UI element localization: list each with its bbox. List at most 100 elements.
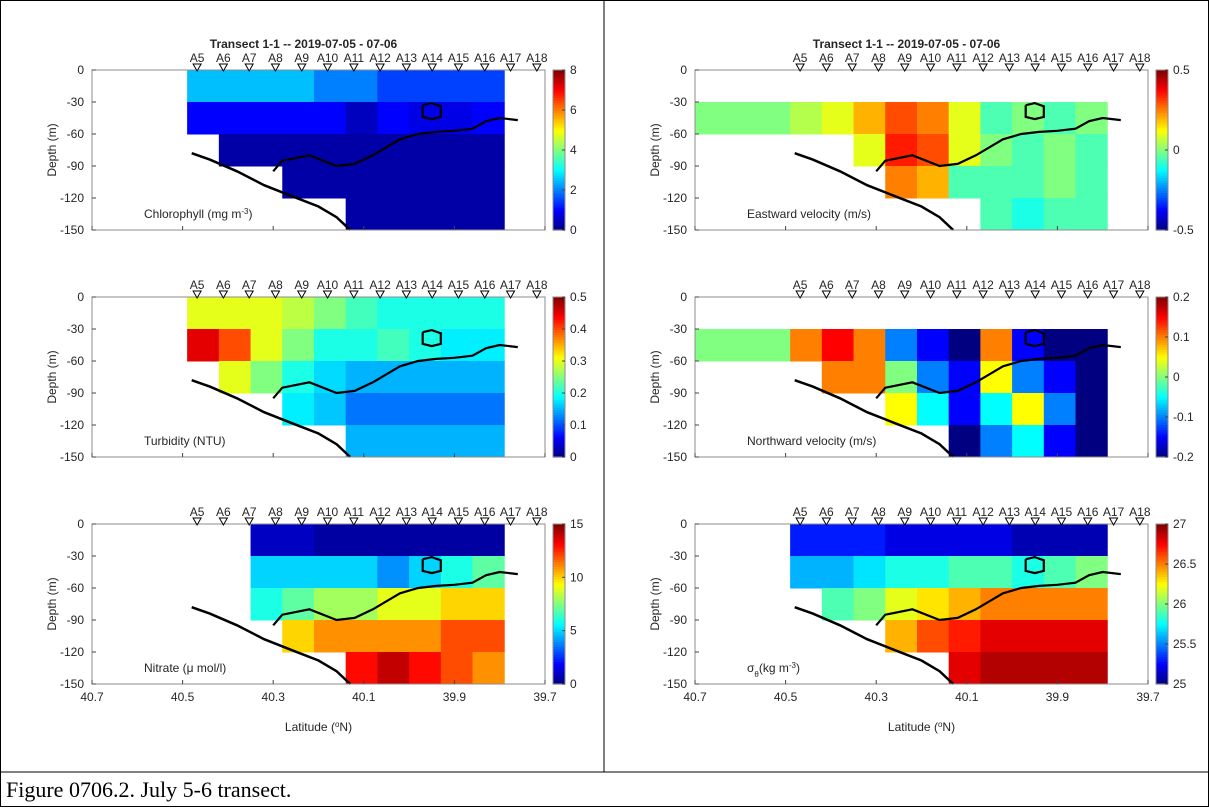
heatmap-cell <box>821 588 855 621</box>
heatmap-cell <box>472 652 505 685</box>
y-tick-label: -120 <box>663 645 687 659</box>
colorbar-band <box>1156 115 1168 119</box>
colorbar-band <box>553 644 565 648</box>
station-marker <box>951 290 962 300</box>
station-marker <box>951 63 962 73</box>
colorbar-tick-label: 4 <box>570 143 577 157</box>
colorbar-band <box>553 594 565 598</box>
colorbar-band <box>1156 596 1168 600</box>
heatmap-cell <box>377 524 410 557</box>
colorbar-band <box>553 626 565 630</box>
colorbar-band <box>1156 407 1168 411</box>
colorbar-band <box>1156 195 1168 199</box>
heatmap-cell <box>1043 425 1077 458</box>
colorbar-band <box>1156 369 1168 373</box>
colorbar-band <box>1156 120 1168 124</box>
bathymetry-line <box>794 606 955 685</box>
y-tick-label: -120 <box>60 191 84 205</box>
heatmap-cell <box>853 329 886 362</box>
station-label: A9 <box>897 51 912 65</box>
colorbar-band <box>553 187 565 191</box>
station-label: A8 <box>871 51 886 65</box>
colorbar-band <box>553 372 565 376</box>
colorbar-band <box>553 606 565 610</box>
heatmap-cell <box>1075 166 1108 199</box>
heatmap-cell <box>1012 361 1045 394</box>
heatmap-cell <box>1012 393 1045 426</box>
station-label: A16 <box>1077 505 1099 519</box>
station-label: A13 <box>396 51 418 65</box>
colorbar-band <box>1156 526 1168 530</box>
colorbar-band <box>553 85 565 89</box>
text-part: o <box>335 720 340 729</box>
station-label: A14 <box>1025 505 1047 519</box>
station-marker <box>296 517 307 527</box>
colorbar-band <box>553 671 565 675</box>
heatmap-cell <box>948 393 981 426</box>
colorbar-band <box>553 304 565 308</box>
colorbar-band <box>553 130 565 134</box>
station-marker <box>531 63 542 73</box>
station-label: A16 <box>1077 51 1099 65</box>
colorbar-band <box>1156 614 1168 618</box>
station-marker <box>244 290 255 300</box>
station-label: A8 <box>268 278 283 292</box>
heatmap-cell <box>1012 134 1045 167</box>
colorbar-band <box>553 621 565 625</box>
colorbar-band <box>1156 125 1168 129</box>
heatmap-cell <box>313 620 347 653</box>
heatmap-cell <box>916 524 950 557</box>
caption: Figure 0706.2. July 5-6 transect. <box>6 777 291 802</box>
heatmap-cell <box>409 393 442 426</box>
colorbar-band <box>553 327 565 331</box>
heatmap-cell <box>282 588 315 621</box>
station-label: A9 <box>294 505 309 519</box>
heatmap-cell <box>853 361 886 394</box>
y-tick-label: -30 <box>67 322 85 336</box>
station-marker <box>821 290 832 300</box>
heatmap-cell <box>440 166 474 199</box>
heatmap-cell <box>377 425 410 458</box>
colorbar-frame <box>552 296 566 458</box>
heatmap-cell <box>187 70 220 103</box>
isopycnal-contour <box>272 570 518 627</box>
heatmap-cell <box>916 361 950 394</box>
colorbar-band <box>553 659 565 663</box>
axes-frame <box>91 296 546 458</box>
colorbar-band <box>553 574 565 578</box>
colorbar-band <box>1156 377 1168 381</box>
colorbar-band <box>553 172 565 176</box>
station-marker <box>375 517 385 527</box>
heatmap-cell <box>345 70 378 103</box>
heatmap-cell <box>345 393 378 426</box>
colorbar-band <box>1156 362 1168 366</box>
colorbar-band <box>553 432 565 436</box>
colorbar-frame <box>552 523 566 685</box>
colorbar-band <box>553 591 565 595</box>
heatmap-cell <box>282 393 315 426</box>
station-marker <box>899 290 910 300</box>
heatmap-cell <box>345 556 378 589</box>
colorbar-band <box>1156 185 1168 189</box>
colorbar-band <box>1156 559 1168 563</box>
y-tick-label: -30 <box>67 549 85 563</box>
isopycnal-contour <box>875 116 1121 173</box>
station-label: A9 <box>294 51 309 65</box>
text-part: Latitude ( <box>285 720 335 734</box>
station-marker <box>873 517 884 527</box>
station-marker <box>296 63 307 73</box>
station-marker <box>978 63 988 73</box>
heatmap-cell <box>409 425 442 458</box>
colorbar-band <box>1156 82 1168 86</box>
colorbar-band <box>1156 157 1168 161</box>
colorbar-band <box>553 551 565 555</box>
heatmap-cell <box>790 102 823 135</box>
colorbar-band <box>553 379 565 383</box>
y-tick-label: -60 <box>67 581 85 595</box>
colorbar-band <box>1156 619 1168 623</box>
heatmap-cell <box>1012 425 1045 458</box>
colorbar-band <box>1156 145 1168 149</box>
colorbar-band <box>1156 579 1168 583</box>
x-axis-label: Latitude (oN) <box>888 720 955 735</box>
